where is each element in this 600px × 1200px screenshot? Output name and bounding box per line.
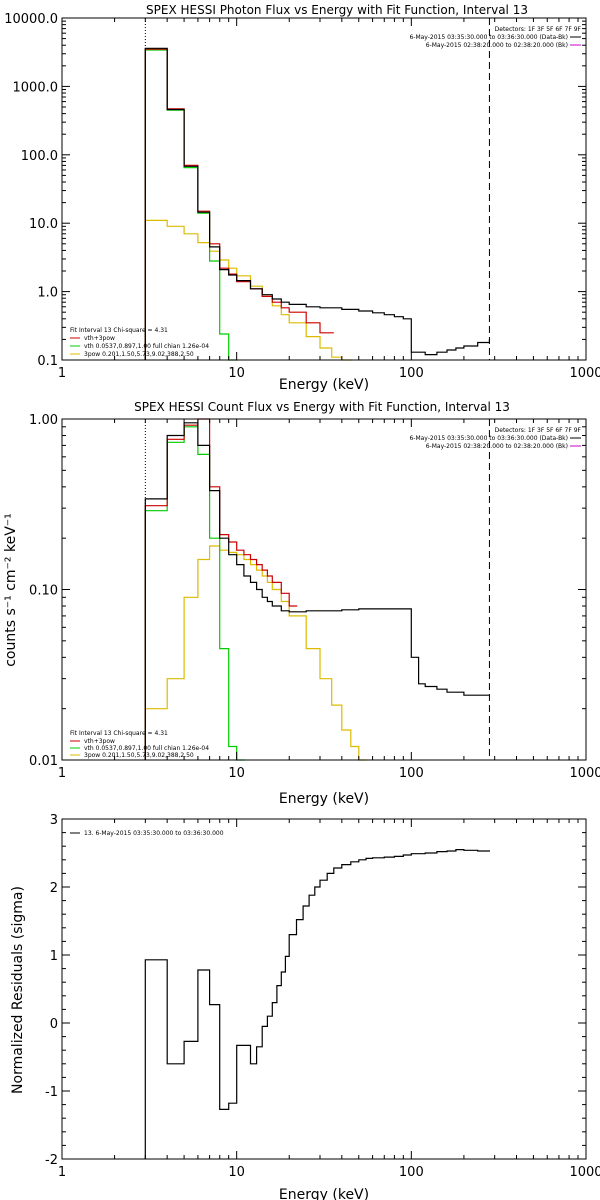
count-flux-xtick-label: 100 (399, 766, 424, 781)
photon-flux-title: SPEX HESSI Photon Flux vs Energy with Fi… (146, 3, 528, 17)
count-flux-ytick-label: 0.01 (29, 754, 58, 769)
photon-flux-ytick-label: 10.0 (29, 217, 58, 232)
residuals-xtick-label: 1 (58, 1165, 66, 1180)
photon-flux-series-3pow-fit (144, 219, 352, 361)
photon-flux-info-data-interval: 6-May-2015 03:35:30.000 to 03:36:30.000 … (409, 34, 568, 41)
residuals-panel: 1 10 100 1000 -2 -1 0 1 2 3 Energy (keV) Normaliz… (10, 813, 600, 1200)
count-flux-info-detectors: Detectors: 1F 3F 5F 6F 7F 9F (495, 427, 582, 434)
photon-flux-legend-title: Fit Interval 13 Chi-square = 4.31 (70, 327, 168, 334)
count-flux-xtick-label: 1 (58, 766, 66, 781)
residuals-xtick-label: 1000 (569, 1165, 600, 1180)
photon-flux-xtick-label: 10 (228, 366, 245, 381)
residuals-ytick-label: -2 (45, 1153, 58, 1168)
residuals-ylabel: Normalized Residuals (sigma) (10, 886, 26, 1094)
photon-flux-ytick-label: 100.0 (21, 149, 58, 164)
residuals-ytick-label: 3 (50, 813, 58, 828)
count-flux-ytick-label: 1.00 (29, 413, 58, 428)
photon-flux-series-total-fit (144, 48, 334, 360)
photon-flux-xlabel: Energy (keV) (279, 377, 369, 393)
photon-flux-axes-frame (61, 17, 587, 361)
count-flux-info-bk-interval: 6-May-2015 02:38:20.000 to 02:38:20.000 … (426, 443, 568, 450)
residuals-series-group (144, 849, 490, 1159)
photon-flux-xtick-label: 100 (399, 366, 424, 381)
photon-flux-ytick-label: 0.1 (37, 354, 58, 369)
residuals-ticks: 1 10 100 1000 -2 -1 0 1 2 3 (45, 813, 600, 1180)
count-flux-panel: SPEX HESSI Count Flux vs Energy with Fit… (3, 400, 600, 807)
photon-flux-info-detectors: Detectors: 1F 3F 5F 6F 7F 9F (495, 26, 582, 33)
count-flux-ytick-label: 0.10 (29, 584, 58, 599)
photon-flux-series-group (144, 18, 490, 361)
residuals-ytick-label: 2 (50, 881, 58, 896)
residuals-xlabel: Energy (keV) (279, 1187, 369, 1200)
residuals-axes-frame (61, 818, 587, 1160)
photon-flux-legend-total: vth+3pow (84, 335, 115, 342)
count-flux-title: SPEX HESSI Count Flux vs Energy with Fit… (134, 400, 510, 414)
residuals-series-data (144, 849, 490, 1159)
photon-flux-ytick-label: 1.0 (37, 286, 58, 301)
count-flux-series-total-fit (144, 418, 298, 760)
count-flux-series-group (144, 418, 490, 761)
photon-flux-xtick-label: 1000 (569, 366, 600, 381)
count-flux-legend-title: Fit Interval 13 Chi-square = 4.31 (70, 730, 168, 737)
count-flux-info-data-interval: 6-May-2015 03:35:30.000 to 03:36:30.000 … (409, 435, 568, 442)
count-flux-ticks: 1 10 100 1000 0.01 0.10 1.00 (29, 413, 600, 781)
photon-flux-ytick-label: 1000.0 (13, 80, 59, 95)
residuals-xtick-label: 10 (228, 1165, 245, 1180)
photon-flux-xtick-label: 1 (58, 366, 66, 381)
residuals-legend-entry: 13. 6-May-2015 03:35:30.000 to 03:36:30.… (84, 830, 224, 837)
photon-flux-legend-vth: vth 0.0537,0.897,1.00 full chian 1.26e-0… (84, 343, 209, 350)
count-flux-ylabel: counts s⁻¹ cm⁻² keV⁻¹ (3, 513, 19, 667)
count-flux-legend-3pow: 3pow 0.201,1.50,5.73,9.02,388,2.50 (84, 752, 194, 759)
count-flux-series-data (144, 422, 490, 760)
photon-flux-series-data (144, 47, 490, 360)
count-flux-xlabel: Energy (keV) (279, 791, 369, 807)
photon-flux-info-bk-interval: 6-May-2015 02:38:20.000 to 02:38:20.000 … (426, 42, 568, 49)
count-flux-xtick-label: 10 (228, 766, 245, 781)
count-flux-axes-frame (61, 418, 587, 761)
residuals-ytick-label: 0 (50, 1017, 58, 1032)
photon-flux-legend-3pow: 3pow 0.201,1.50,5.73,9.02,388,2.50 (84, 351, 194, 358)
photon-flux-ticks: 1 10 100 1000 0.1 1.0 10.0 100.0 1000.0 10000.0 (4, 12, 600, 381)
count-flux-series-3pow-fit (144, 545, 367, 761)
residuals-ytick-label: -1 (45, 1085, 58, 1100)
count-flux-series-vth-fit (144, 426, 245, 761)
photon-flux-ytick-label: 10000.0 (4, 12, 58, 27)
photon-flux-panel: SPEX HESSI Photon Flux vs Energy with Fi… (4, 3, 600, 393)
residuals-xtick-label: 100 (399, 1165, 424, 1180)
residuals-ytick-label: 1 (50, 949, 58, 964)
photon-flux-series-vth-fit (144, 49, 238, 361)
count-flux-xtick-label: 1000 (569, 766, 600, 781)
count-flux-legend-vth: vth 0.0537,0.897,1.00 full chian 1.26e-0… (84, 745, 209, 752)
count-flux-legend-total: vth+3pow (84, 738, 115, 745)
